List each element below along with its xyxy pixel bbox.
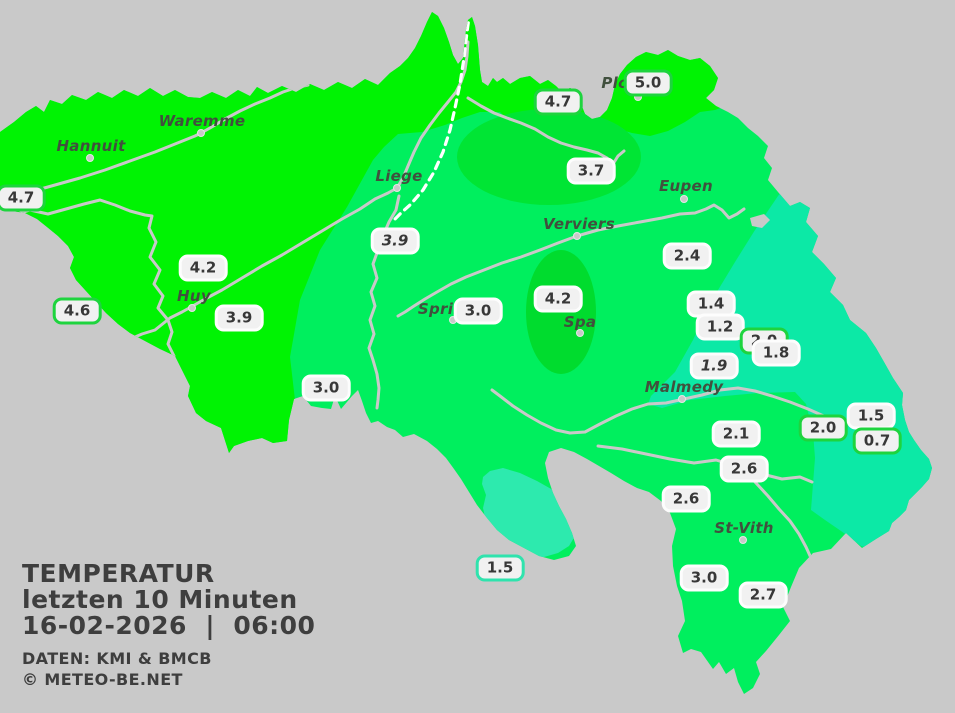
- temperature-station-label: 1.9: [689, 352, 739, 380]
- city-dot: [678, 395, 686, 403]
- temperature-station-label: 4.2: [178, 254, 228, 282]
- city-label: Spa: [563, 313, 597, 331]
- temperature-station-label: 2.6: [661, 485, 711, 513]
- city-dot: [680, 195, 688, 203]
- city-dot: [197, 129, 205, 137]
- temperature-station-label: 4.7: [533, 88, 583, 116]
- temperature-station-label: 2.6: [719, 455, 769, 483]
- city-label: Verviers: [543, 215, 615, 233]
- city-dot: [576, 329, 584, 337]
- river-ambleve: [490, 386, 847, 435]
- city-dot: [188, 304, 196, 312]
- city-label: Plo: [601, 74, 629, 92]
- city-label: St-Vith: [714, 519, 774, 537]
- temperature-station-label: 1.2: [695, 313, 745, 341]
- data-source: DATEN: KMI & BMCB: [22, 649, 212, 668]
- river-vesdre: [396, 234, 579, 318]
- temperature-station-label: 3.9: [370, 227, 420, 255]
- city-label: Malmedy: [644, 378, 724, 396]
- copyright: © METEO-BE.NET: [22, 670, 183, 689]
- temperature-station-label: 3.7: [566, 157, 616, 185]
- city-label: Waremme: [158, 112, 246, 130]
- river-meuse: [110, 40, 470, 350]
- temperature-station-label: 2.7: [738, 581, 788, 609]
- temperature-station-label: 3.0: [301, 374, 351, 402]
- motorway-line: [391, 12, 472, 223]
- city-dot: [739, 536, 747, 544]
- map-title: TEMPERATUR: [22, 559, 215, 588]
- city-dot: [573, 232, 581, 240]
- city-label: Sprin: [417, 300, 465, 318]
- river-our: [742, 468, 813, 560]
- temperature-station-label: 3.0: [679, 564, 729, 592]
- city-label: Hannuit: [56, 137, 126, 155]
- border-geer: [0, 198, 176, 358]
- city-label: Eupen: [658, 177, 714, 195]
- border-verviers-east: [575, 203, 746, 238]
- temperature-station-label: 3.0: [453, 297, 503, 325]
- temperature-station-label: 4.6: [52, 297, 102, 325]
- temperature-station-label: 4.7: [0, 184, 46, 212]
- temperature-station-label: 1.5: [475, 554, 525, 582]
- city-label: Liege: [375, 167, 423, 185]
- temperature-station-label: 5.0: [623, 69, 673, 97]
- temperature-station-label: 2.4: [662, 242, 712, 270]
- city-label: Huy: [177, 287, 211, 305]
- temperature-station-label: 2.1: [711, 420, 761, 448]
- temperature-station-label: 2.0: [798, 414, 848, 442]
- temperature-station-label: 1.5: [846, 402, 896, 430]
- map-subtitle: letzten 10 Minuten: [22, 585, 298, 614]
- city-dot: [393, 184, 401, 192]
- temperature-station-label: 4.2: [533, 285, 583, 313]
- title-block: TEMPERATUR letzten 10 Minuten 16-02-2026…: [22, 561, 315, 690]
- temperature-station-label: 1.8: [751, 339, 801, 367]
- city-dot: [86, 154, 94, 162]
- temperature-station-label: 3.9: [214, 304, 264, 332]
- lake-gileppe: [750, 214, 770, 228]
- map-datetime: 16-02-2026 | 06:00: [22, 611, 316, 640]
- temperature-station-label: 0.7: [852, 427, 902, 455]
- temp-band-cold-southwest: [482, 468, 578, 558]
